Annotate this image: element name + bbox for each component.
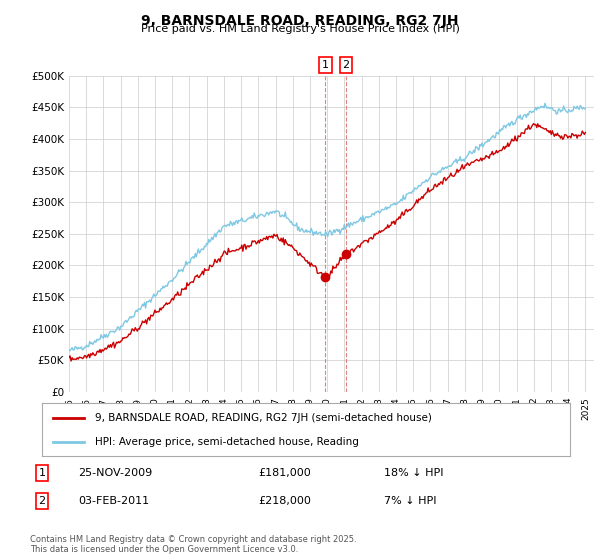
Text: 25-NOV-2009: 25-NOV-2009 <box>78 468 152 478</box>
Text: HPI: Average price, semi-detached house, Reading: HPI: Average price, semi-detached house,… <box>95 436 359 446</box>
Text: £181,000: £181,000 <box>258 468 311 478</box>
Text: Contains HM Land Registry data © Crown copyright and database right 2025.
This d: Contains HM Land Registry data © Crown c… <box>30 535 356 554</box>
Text: 03-FEB-2011: 03-FEB-2011 <box>78 496 149 506</box>
Text: 1: 1 <box>322 60 329 70</box>
Text: 7% ↓ HPI: 7% ↓ HPI <box>384 496 437 506</box>
Text: 2: 2 <box>38 496 46 506</box>
Text: 18% ↓ HPI: 18% ↓ HPI <box>384 468 443 478</box>
Text: 1: 1 <box>38 468 46 478</box>
Text: £218,000: £218,000 <box>258 496 311 506</box>
Text: 2: 2 <box>343 60 350 70</box>
Text: Price paid vs. HM Land Registry's House Price Index (HPI): Price paid vs. HM Land Registry's House … <box>140 24 460 34</box>
Text: 9, BARNSDALE ROAD, READING, RG2 7JH: 9, BARNSDALE ROAD, READING, RG2 7JH <box>141 14 459 28</box>
Text: 9, BARNSDALE ROAD, READING, RG2 7JH (semi-detached house): 9, BARNSDALE ROAD, READING, RG2 7JH (sem… <box>95 413 431 423</box>
